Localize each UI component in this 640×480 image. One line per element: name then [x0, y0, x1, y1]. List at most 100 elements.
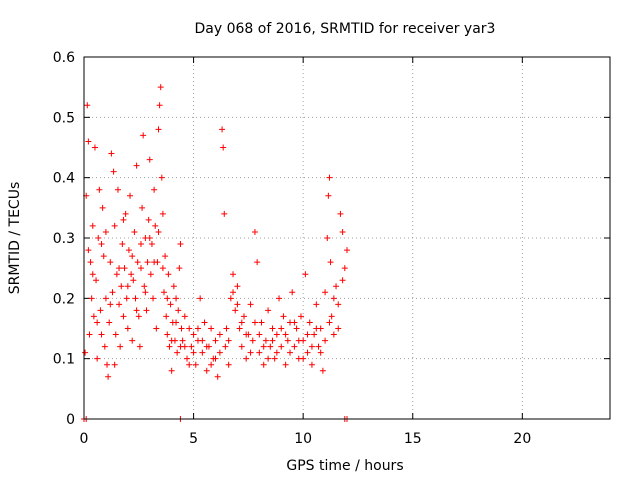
x-axis-label: GPS time / hours [286, 458, 403, 474]
data-point [339, 277, 346, 284]
data-point [297, 313, 304, 320]
data-point [240, 313, 247, 320]
data-point [99, 204, 106, 211]
data-point [278, 325, 285, 332]
data-point [110, 168, 117, 175]
data-point [179, 337, 186, 344]
data-point [128, 271, 135, 278]
data-point [135, 313, 142, 320]
data-point [223, 325, 230, 332]
data-point [192, 361, 199, 368]
data-point [181, 343, 188, 350]
data-point [155, 228, 162, 235]
data-point [232, 307, 239, 314]
data-point [251, 228, 258, 235]
data-point [306, 319, 313, 326]
data-point [107, 259, 114, 266]
data-point [108, 150, 115, 157]
data-point [220, 144, 227, 151]
data-point [116, 301, 123, 308]
data-point [330, 331, 337, 338]
data-point [84, 102, 91, 109]
data-point [127, 192, 134, 199]
data-point [225, 337, 232, 344]
data-point [311, 331, 318, 338]
data-point [88, 295, 95, 302]
data-point [86, 331, 93, 338]
data-point [123, 295, 130, 302]
data-point [308, 343, 315, 350]
data-point [247, 349, 254, 356]
data-point [212, 355, 219, 362]
data-point [85, 138, 92, 145]
data-point [282, 331, 289, 338]
data-point [339, 228, 346, 235]
data-point [201, 319, 208, 326]
data-point [166, 343, 173, 350]
data-point [85, 247, 92, 254]
data-point [258, 319, 265, 326]
data-point [106, 319, 113, 326]
y-tick-label: 0.6 [53, 50, 75, 66]
data-point [133, 162, 140, 169]
data-point [167, 301, 174, 308]
data-point [276, 295, 283, 302]
data-point [125, 247, 132, 254]
data-point [91, 144, 98, 151]
data-point [87, 259, 94, 266]
data-point [158, 174, 165, 181]
data-point [327, 259, 334, 266]
data-point [234, 283, 241, 290]
data-point [243, 355, 250, 362]
data-point [165, 271, 172, 278]
x-tick-label: 10 [294, 431, 312, 447]
data-point [122, 210, 129, 217]
data-point [176, 265, 183, 272]
data-point [280, 313, 287, 320]
data-point [178, 325, 185, 332]
data-point [89, 271, 96, 278]
data-point [146, 235, 153, 241]
data-point [100, 253, 107, 260]
data-point [144, 259, 151, 266]
data-point [302, 271, 309, 278]
data-point [104, 361, 111, 368]
data-point [102, 228, 109, 235]
data-points [81, 84, 350, 422]
data-point [164, 295, 171, 302]
x-tick-label: 20 [513, 431, 531, 447]
tick-labels: 0 0.1 0.2 0.3 0.4 0.5 0.6 0 5 10 15 20 [53, 50, 532, 447]
data-point [111, 222, 118, 229]
data-point [113, 271, 120, 278]
data-point [236, 325, 243, 332]
data-point [94, 319, 101, 326]
data-point [238, 343, 245, 350]
data-point [225, 361, 232, 368]
data-point [96, 186, 103, 193]
y-tick-label: 0 [66, 412, 75, 428]
data-point [190, 349, 197, 356]
data-point [325, 192, 332, 199]
data-point [216, 349, 223, 356]
data-point [326, 174, 333, 181]
data-point [145, 216, 152, 223]
data-point [271, 355, 278, 362]
data-point [150, 295, 157, 302]
data-point [159, 265, 166, 272]
data-point [95, 235, 102, 241]
data-point [168, 367, 175, 374]
grid-lines [84, 57, 610, 419]
data-point [330, 295, 337, 302]
data-point [289, 289, 296, 296]
data-point [344, 247, 350, 254]
data-point [269, 337, 276, 344]
data-point [256, 349, 263, 356]
data-point [118, 283, 125, 290]
data-point [148, 241, 155, 248]
data-point [142, 289, 149, 296]
axis-ticks [83, 56, 610, 420]
data-point [152, 222, 159, 229]
data-point [131, 228, 138, 235]
data-point [102, 295, 109, 302]
